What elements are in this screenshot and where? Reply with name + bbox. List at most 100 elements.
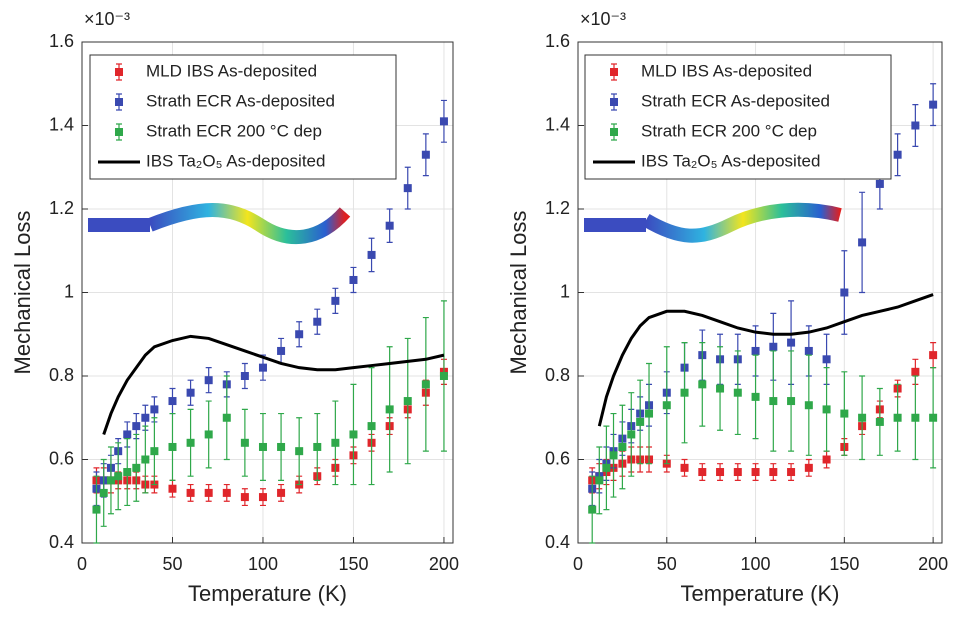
marker <box>875 417 884 426</box>
x-tick-label: 50 <box>162 554 182 574</box>
marker <box>804 463 813 472</box>
x-axis-label: Temperature (K) <box>188 581 347 606</box>
marker <box>313 317 322 326</box>
marker <box>858 238 867 247</box>
y-axis-label: Mechanical Loss <box>10 211 35 375</box>
y-tick-label: 0.8 <box>49 365 74 385</box>
y-tick-label: 1.4 <box>545 114 570 134</box>
y-tick-label: 0.8 <box>545 365 570 385</box>
marker <box>893 150 902 159</box>
x-tick-label: 0 <box>573 554 583 574</box>
x-tick-label: 200 <box>429 554 459 574</box>
marker <box>222 413 231 422</box>
legend-swatch <box>610 128 618 136</box>
x-tick-label: 100 <box>248 554 278 574</box>
marker <box>99 488 108 497</box>
marker <box>680 463 689 472</box>
marker <box>421 150 430 159</box>
marker <box>618 442 627 451</box>
legend-label: MLD IBS As-deposited <box>146 61 317 80</box>
mode-shape-left <box>88 203 351 244</box>
marker <box>385 405 394 414</box>
axes-box <box>81 41 454 544</box>
marker <box>858 413 867 422</box>
marker <box>204 430 213 439</box>
y-multiplier: ×10⁻³ <box>580 9 626 29</box>
marker <box>662 401 671 410</box>
legend: MLD IBS As-deposited Strath ECR As-deposi… <box>584 54 892 180</box>
marker <box>331 296 340 305</box>
legend-swatch <box>115 98 123 106</box>
marker <box>609 451 618 460</box>
marker <box>106 476 115 485</box>
marker <box>645 409 654 418</box>
marker <box>680 388 689 397</box>
marker <box>331 438 340 447</box>
marker <box>240 493 249 502</box>
legend: MLD IBS As-deposited Strath ECR As-deposi… <box>89 54 397 180</box>
marker <box>240 438 249 447</box>
marker <box>204 376 213 385</box>
y-tick-label: 0.6 <box>545 448 570 468</box>
y-tick-label: 1.4 <box>49 114 74 134</box>
y-tick-label: 1.2 <box>545 198 570 218</box>
marker <box>186 488 195 497</box>
marker <box>168 397 177 406</box>
y-multiplier: ×10⁻³ <box>84 9 130 29</box>
marker <box>141 413 150 422</box>
legend-label: Strath ECR 200 °C dep <box>641 121 817 140</box>
x-axis-label: Temperature (K) <box>681 581 840 606</box>
line <box>597 293 934 427</box>
marker <box>804 346 813 355</box>
marker <box>168 484 177 493</box>
marker <box>751 346 760 355</box>
legend-swatch <box>610 68 618 76</box>
marker <box>822 355 831 364</box>
legend-box <box>584 54 892 180</box>
marker <box>92 505 101 514</box>
marker <box>698 380 707 389</box>
marker <box>204 488 213 497</box>
marker <box>258 442 267 451</box>
marker <box>114 472 123 481</box>
x-tick-label: 50 <box>657 554 677 574</box>
marker <box>716 384 725 393</box>
marker <box>141 455 150 464</box>
marker <box>277 442 286 451</box>
axes-box <box>577 41 943 544</box>
marker <box>186 438 195 447</box>
y-tick-label: 1.6 <box>49 31 74 51</box>
legend-label: IBS Ta₂O₅ As-deposited <box>146 151 325 170</box>
mode-shape-right <box>584 202 842 243</box>
marker <box>929 100 938 109</box>
marker <box>403 184 412 193</box>
marker <box>840 288 849 297</box>
marker <box>277 488 286 497</box>
y-tick-label: 1.2 <box>49 198 74 218</box>
marker <box>240 372 249 380</box>
marker <box>875 179 884 188</box>
marker <box>132 422 141 431</box>
x-tick-label: 0 <box>77 554 87 574</box>
legend-swatch <box>610 98 618 106</box>
marker <box>822 455 831 464</box>
marker <box>349 430 358 439</box>
marker <box>627 430 636 439</box>
marker <box>911 413 920 422</box>
legend-box <box>89 54 397 180</box>
y-tick-label: 1 <box>560 281 570 301</box>
legend-label: Strath ECR As-deposited <box>146 91 335 110</box>
marker <box>277 346 286 355</box>
marker <box>804 401 813 410</box>
panel: 0 50 100 150 200 0.4 0.6 0.8 1 1.2 1.4 1.6 ×10⁻³ Temp… <box>10 9 459 606</box>
marker <box>367 422 376 431</box>
marker <box>295 447 304 456</box>
marker <box>123 468 132 477</box>
marker <box>222 488 231 497</box>
y-tick-label: 0.4 <box>545 532 570 552</box>
marker <box>421 380 430 389</box>
marker <box>123 430 132 439</box>
marker <box>132 463 141 472</box>
marker <box>929 413 938 422</box>
